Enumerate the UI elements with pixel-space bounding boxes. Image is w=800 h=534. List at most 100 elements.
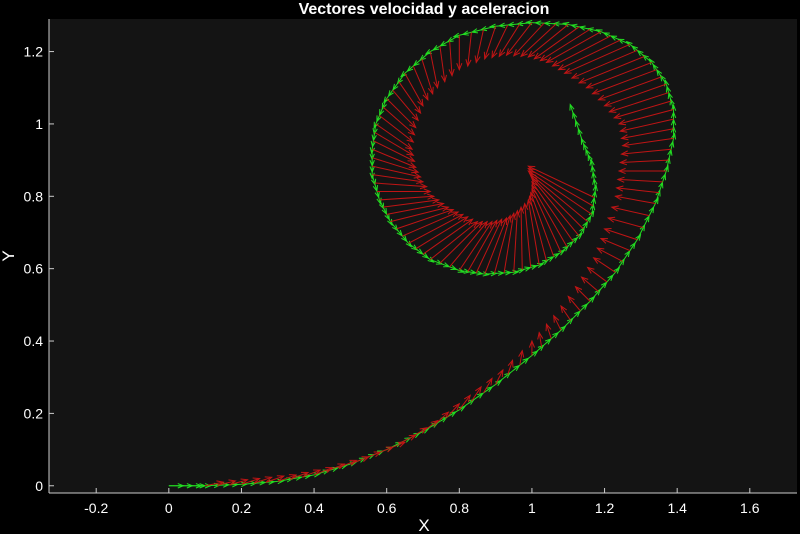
acceleration-arrow [503,211,516,273]
acceleration-arrow [313,467,334,476]
plot-area [49,19,797,493]
velocity-arrow [589,158,595,171]
acceleration-arrow [614,194,656,205]
acceleration-arrow [526,198,540,266]
acceleration-arrow [491,24,509,59]
acceleration-arrow [596,247,623,262]
acceleration-arrow [456,35,463,72]
acceleration-arrow [372,174,425,184]
velocity-arrow [670,132,677,147]
acceleration-arrow [301,469,322,478]
acceleration-arrow [372,165,422,179]
acceleration-arrow [513,209,521,273]
x-tick-label: 0 [165,500,173,516]
velocity-arrow [383,91,392,104]
acceleration-arrow [265,475,286,483]
acceleration-arrow [392,89,420,122]
axes [48,19,797,494]
acceleration-arrow [434,411,450,425]
acceleration-arrow [483,377,493,394]
acceleration-arrow [529,191,555,257]
y-tick-label: 0.4 [24,333,44,349]
acceleration-arrow [422,419,439,432]
acceleration-arrow [379,115,415,143]
acceleration-arrow [531,180,574,242]
acceleration-arrow [375,123,414,151]
x-tick-label: 1.4 [667,500,687,516]
acceleration-arrow [527,165,595,198]
y-tick-label: 1.2 [24,44,44,60]
acceleration-arrow [612,100,672,120]
acceleration-arrow [396,208,455,230]
acceleration-arrow [390,205,450,223]
acceleration-arrow [528,339,535,356]
acceleration-arrow [620,148,672,157]
acceleration-arrow [465,32,472,68]
acceleration-arrow [597,76,662,101]
x-tick-label: 0.6 [377,500,397,516]
acceleration-arrow [505,22,533,57]
acceleration-arrow [618,159,669,166]
acceleration-arrow [608,92,669,113]
acceleration-arrow [449,220,489,268]
acceleration-arrow [467,219,498,272]
acceleration-arrow [512,22,545,57]
acceleration-arrow [458,394,472,411]
acceleration-arrow [518,349,525,366]
acceleration-arrow [371,148,417,168]
y-tick-label: 1 [35,116,43,132]
acceleration-arrow [382,106,416,136]
x-tick-label: 0.2 [232,500,252,516]
acceleration-arrow [495,368,504,385]
x-tick-label: 1.2 [595,500,615,516]
acceleration-arrow [563,43,631,74]
acceleration-arrow [439,46,447,84]
acceleration-arrow [474,29,485,64]
acceleration-arrow [518,205,525,270]
acceleration-arrow [402,211,460,237]
acceleration-arrow [567,295,581,312]
x-tick-label: 0.8 [450,500,470,516]
acceleration-arrow [338,459,358,469]
y-tick-label: 0.2 [24,405,44,421]
acceleration-arrow [448,40,455,78]
acceleration-arrow [470,385,482,402]
acceleration-arrow [617,167,667,175]
acceleration-arrow [618,118,674,133]
acceleration-arrow [603,227,638,241]
acceleration-arrow [217,479,237,486]
acceleration-arrow [415,216,469,250]
y-tick-label: 0.6 [24,261,44,277]
acceleration-arrow [410,427,428,438]
acceleration-arrow [592,257,616,273]
acceleration-arrow [580,276,599,292]
velocity-arrow [569,103,576,118]
velocity-arrow [400,67,412,78]
acceleration-arrow [374,182,428,190]
acceleration-arrow [408,213,465,244]
velocity-arrow [670,103,677,117]
acceleration-arrow [560,304,572,321]
acceleration-arrow [539,28,591,62]
acceleration-arrow [606,216,644,229]
acceleration-arrow [498,23,521,58]
x-tick-label: 1.6 [740,500,760,516]
acceleration-arrow [386,201,445,215]
acceleration-arrow [398,81,422,115]
acceleration-arrow [610,205,650,217]
acceleration-arrow [374,131,415,156]
velocity-arrow [451,267,465,273]
acceleration-arrow [620,128,674,141]
acceleration-arrow [382,197,441,208]
acceleration-arrow [372,157,420,174]
acceleration-arrow [404,73,424,108]
acceleration-arrow [446,402,461,418]
acceleration-vectors [205,22,674,487]
acceleration-arrow [429,51,440,90]
acceleration-arrow [599,237,631,252]
velocity-arrow [424,47,438,55]
acceleration-arrow [603,83,667,107]
velocity-arrow [592,183,598,196]
acceleration-arrow [229,478,249,486]
